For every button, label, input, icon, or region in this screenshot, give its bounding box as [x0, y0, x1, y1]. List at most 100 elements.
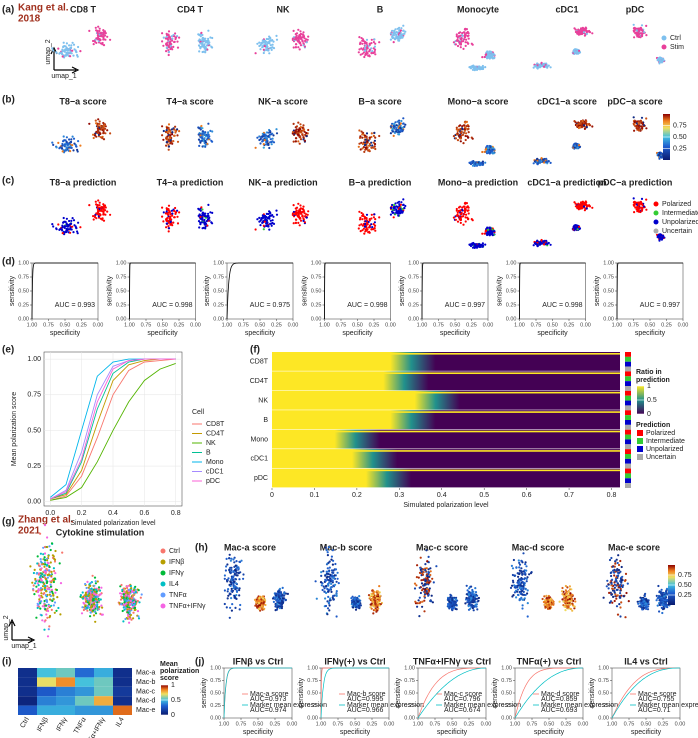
cell-point — [256, 218, 259, 221]
cell-point — [659, 155, 662, 158]
cell-point — [102, 213, 105, 216]
cell-point — [261, 595, 264, 598]
cell-point — [267, 49, 270, 52]
x-tick-label: 0 — [270, 492, 274, 499]
legend-title: prediction — [636, 377, 670, 384]
x-tick-label: 0.25 — [271, 322, 282, 328]
cell-point — [364, 146, 367, 149]
cell-point — [585, 120, 588, 123]
cell-point — [122, 620, 125, 623]
cell-point — [399, 33, 402, 36]
cell-point — [40, 563, 43, 566]
cell-point — [357, 227, 360, 230]
cell-point — [268, 228, 271, 231]
cell-point — [39, 596, 42, 599]
cell-point — [164, 212, 167, 215]
cell-point — [204, 222, 208, 225]
cell-point — [226, 590, 229, 593]
panel-label: (c) — [2, 176, 14, 187]
cell-point — [472, 160, 475, 163]
cell-point — [474, 161, 477, 164]
cell-point — [45, 598, 48, 602]
cell-point — [86, 609, 89, 612]
cell-point — [585, 32, 588, 36]
cell-point — [267, 216, 270, 219]
cell-point — [173, 40, 176, 44]
cell-point — [259, 138, 262, 141]
cell-point — [65, 46, 68, 49]
cell-point — [94, 119, 97, 122]
cell-point — [258, 597, 261, 600]
cell-point — [199, 134, 202, 137]
cell-point — [578, 204, 581, 207]
x-tick-label: 0.4 — [437, 492, 447, 499]
cell-point — [658, 62, 661, 65]
cell-point — [373, 139, 376, 142]
cell-point — [371, 226, 374, 229]
x-tick-label: 0.8 — [607, 492, 617, 499]
cell-point — [58, 147, 61, 150]
cell-point — [72, 43, 76, 46]
cell-point — [46, 593, 49, 597]
cell-point — [373, 45, 376, 48]
cell-point — [403, 207, 406, 210]
cell-point — [478, 245, 482, 249]
cell-point — [295, 128, 298, 131]
cell-point — [104, 132, 107, 135]
cell-point — [467, 136, 470, 139]
cell-point — [632, 116, 635, 119]
cell-point — [633, 211, 636, 214]
cell-point — [56, 596, 59, 599]
cell-point — [39, 607, 42, 610]
cell-point — [226, 579, 229, 582]
cell-point — [456, 139, 460, 142]
cell-point — [95, 122, 98, 125]
panel-title: T4−a prediction — [157, 177, 224, 187]
cell-point — [535, 161, 538, 164]
cell-point — [38, 601, 42, 604]
cell-point — [45, 613, 48, 616]
cell-point — [574, 202, 577, 205]
y-tick-label: 0.75 — [116, 274, 127, 280]
cell-point — [296, 133, 299, 136]
cell-point — [393, 203, 396, 207]
x-tick-label: 0.00 — [580, 322, 591, 328]
cell-point — [94, 598, 97, 601]
cell-point — [302, 219, 305, 222]
cell-point — [257, 608, 261, 611]
cell-point — [370, 213, 373, 216]
cell-point — [93, 576, 97, 579]
cell-point — [99, 214, 102, 217]
cell-point — [635, 208, 638, 211]
cell-point — [98, 605, 101, 609]
source: 2018 — [18, 14, 41, 25]
cell-point — [542, 158, 545, 161]
cell-point — [474, 65, 477, 68]
cell-point — [305, 38, 308, 41]
cell-point — [70, 228, 73, 231]
panel-title: cDC1−a score — [537, 96, 597, 106]
cell-point — [391, 130, 394, 133]
cell-point — [463, 34, 466, 37]
cell-point — [461, 125, 464, 128]
cell-point — [299, 127, 302, 131]
cell-point — [77, 221, 80, 224]
cell-point — [101, 613, 104, 616]
panel-title: NK−a score — [258, 96, 308, 106]
cell-point — [167, 148, 170, 151]
x-tick-label: 0.0 — [45, 510, 55, 517]
cell-point — [94, 593, 97, 596]
cell-point — [204, 39, 207, 43]
cell-point — [161, 215, 164, 218]
cell-point — [299, 219, 303, 222]
cell-point — [44, 578, 48, 581]
cell-point — [578, 32, 582, 36]
cell-point — [364, 52, 367, 55]
cell-point — [91, 590, 94, 593]
cell-point — [532, 66, 535, 69]
prediction-cell — [625, 439, 631, 445]
cell-point — [640, 116, 644, 119]
cell-point — [302, 36, 305, 39]
cell-point — [467, 131, 470, 134]
cell-point — [267, 135, 270, 138]
